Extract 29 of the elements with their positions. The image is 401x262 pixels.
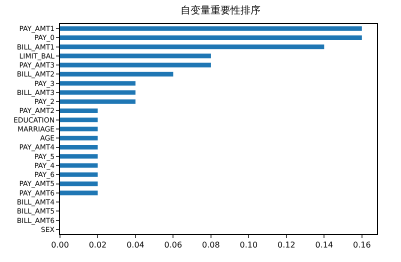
x-tick-label: 0.04 (126, 240, 144, 250)
bar (60, 136, 98, 140)
bar (60, 35, 362, 40)
bar (60, 144, 98, 150)
bar (60, 108, 98, 114)
bar (60, 172, 98, 177)
bar (60, 154, 98, 159)
bar (60, 26, 362, 31)
bar (60, 182, 98, 186)
x-tick-label: 0.14 (315, 240, 334, 250)
bar (60, 126, 98, 132)
x-tick-label: 0.12 (278, 240, 296, 250)
bar (60, 90, 136, 95)
bar (60, 99, 136, 104)
x-tick-label: 0.08 (202, 240, 220, 250)
bar (60, 163, 98, 168)
bar (60, 190, 98, 196)
bar (60, 72, 174, 76)
x-tick-label: 0.16 (352, 240, 371, 250)
chart-title: 自变量重要性排序 (180, 4, 261, 17)
bar (60, 44, 324, 50)
x-tick-label: 0.00 (51, 240, 69, 250)
bar (60, 54, 211, 58)
bar (60, 81, 136, 86)
bar (60, 118, 98, 122)
x-tick-label: 0.06 (164, 240, 182, 250)
x-tick-label: 0.02 (88, 240, 107, 250)
bar (60, 62, 211, 68)
x-tick-label: 0.10 (240, 240, 258, 250)
